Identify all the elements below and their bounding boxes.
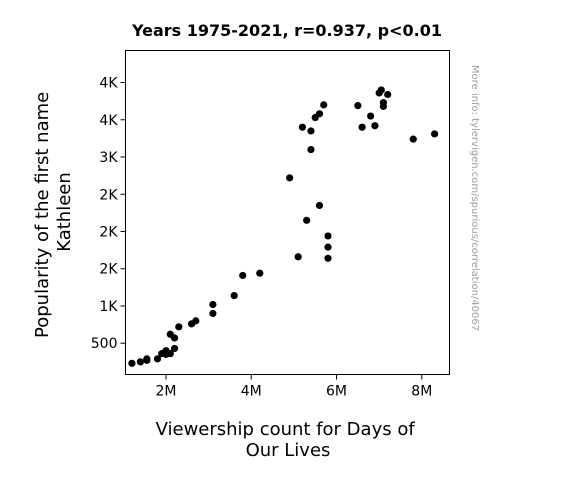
data-point (192, 317, 200, 325)
y-tick-label: 500 (91, 336, 118, 352)
data-point (367, 112, 375, 120)
data-point (230, 291, 238, 300)
data-point (209, 300, 217, 309)
y-tick-label: 2K (99, 224, 118, 240)
data-point (166, 350, 174, 358)
chart-title: Years 1975-2021, r=0.937, p<0.01 (131, 21, 442, 40)
data-point (307, 145, 315, 154)
plot-area-frame (125, 50, 450, 375)
x-axis-label-line-1: Viewership count for Days of (156, 419, 416, 440)
data-point (315, 110, 324, 118)
data-point (209, 309, 217, 318)
data-point (143, 355, 151, 363)
x-axis-ticks: 2M 4M 6M 8M (156, 374, 432, 400)
y-axis-label-line-1: Popularity of the first name (32, 92, 53, 338)
x-tick-label: 6M (326, 384, 347, 400)
data-point (153, 355, 162, 363)
y-tick-label: 4K (99, 76, 118, 92)
data-point (256, 269, 264, 277)
y-tick-label: 4K (99, 113, 118, 129)
y-tick-label: 1K (99, 299, 118, 315)
x-axis-label: Viewership count for Days of Our Lives (156, 419, 421, 461)
data-point (379, 102, 388, 110)
x-axis-label-line-2: Our Lives (246, 440, 331, 461)
watermark: More info: tylervigen.com/spurious/corre… (469, 65, 480, 331)
y-axis-label: Popularity of the first name Kathleen (32, 86, 75, 338)
data-point (303, 216, 311, 224)
data-points (128, 86, 439, 367)
data-point (136, 358, 145, 366)
data-point (294, 253, 302, 261)
data-point (354, 102, 362, 110)
data-point (324, 232, 332, 240)
data-point (324, 254, 332, 262)
data-point (298, 123, 307, 131)
data-point (430, 130, 439, 138)
data-point (384, 90, 392, 99)
x-tick-label: 8M (411, 384, 432, 400)
data-point (170, 344, 179, 353)
data-point (315, 201, 324, 210)
y-axis-label-line-2: Kathleen (54, 172, 75, 252)
y-tick-label: 3K (99, 150, 118, 166)
data-point (324, 243, 332, 251)
x-tick-label: 4M (241, 384, 262, 400)
data-point (371, 122, 379, 130)
data-point (170, 334, 179, 342)
data-point (175, 323, 183, 331)
data-point (128, 359, 136, 367)
y-tick-label: 2K (99, 262, 118, 278)
data-point (377, 86, 385, 94)
data-point (320, 101, 328, 109)
x-tick-label: 2M (156, 384, 177, 400)
y-tick-label: 2K (99, 187, 118, 203)
data-point (239, 271, 247, 280)
y-axis-ticks: 500 1K 2K 2K 2K 3K 4K 4K (91, 76, 126, 352)
data-point (307, 127, 315, 135)
data-point (358, 123, 366, 131)
data-point (409, 135, 417, 143)
data-point (286, 174, 294, 182)
